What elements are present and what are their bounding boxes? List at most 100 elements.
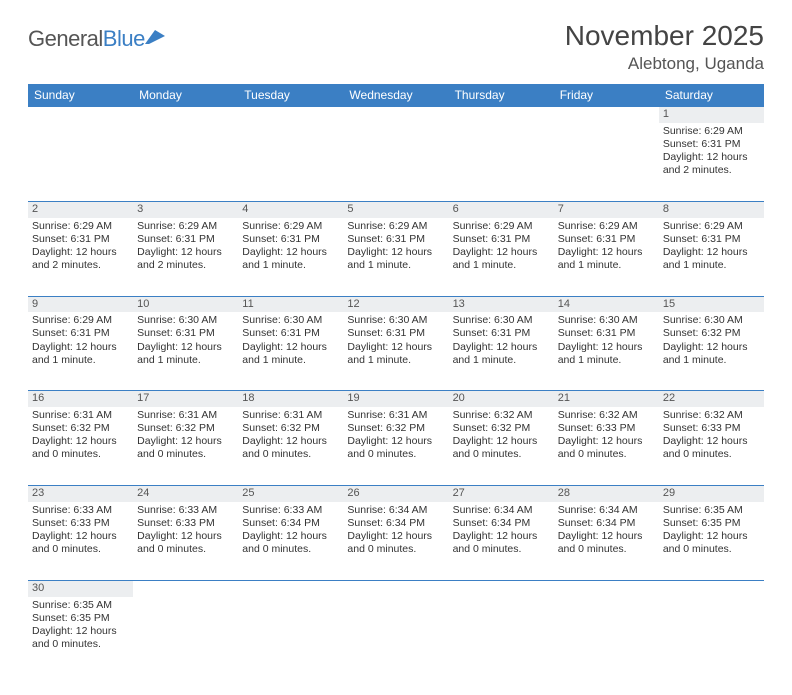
day-data: Sunrise: 6:29 AMSunset: 6:31 PMDaylight:…	[28, 312, 133, 371]
daynum-row: 9101112131415	[28, 296, 764, 313]
day-number: 8	[659, 201, 764, 218]
weekday-header: Saturday	[659, 84, 764, 106]
day-cell: Sunrise: 6:29 AMSunset: 6:31 PMDaylight:…	[343, 218, 448, 296]
day-data: Sunrise: 6:29 AMSunset: 6:31 PMDaylight:…	[554, 218, 659, 277]
day-number: 16	[28, 390, 133, 407]
day-cell: Sunrise: 6:30 AMSunset: 6:31 PMDaylight:…	[343, 312, 448, 390]
day-cell: Sunrise: 6:31 AMSunset: 6:32 PMDaylight:…	[238, 407, 343, 485]
week-row: Sunrise: 6:35 AMSunset: 6:35 PMDaylight:…	[28, 597, 764, 675]
calendar-table: SundayMondayTuesdayWednesdayThursdayFrid…	[28, 84, 764, 675]
day-data: Sunrise: 6:29 AMSunset: 6:31 PMDaylight:…	[28, 218, 133, 277]
day-cell: Sunrise: 6:30 AMSunset: 6:32 PMDaylight:…	[659, 312, 764, 390]
day-data: Sunrise: 6:29 AMSunset: 6:31 PMDaylight:…	[238, 218, 343, 277]
day-data: Sunrise: 6:33 AMSunset: 6:33 PMDaylight:…	[133, 502, 238, 561]
day-data: Sunrise: 6:33 AMSunset: 6:34 PMDaylight:…	[238, 502, 343, 561]
week-row: Sunrise: 6:29 AMSunset: 6:31 PMDaylight:…	[28, 123, 764, 201]
day-data: Sunrise: 6:35 AMSunset: 6:35 PMDaylight:…	[659, 502, 764, 561]
day-cell: Sunrise: 6:34 AMSunset: 6:34 PMDaylight:…	[554, 502, 659, 580]
day-cell: Sunrise: 6:34 AMSunset: 6:34 PMDaylight:…	[449, 502, 554, 580]
daynum-row: 1	[28, 106, 764, 123]
month-title: November 2025	[565, 20, 764, 52]
week-row: Sunrise: 6:29 AMSunset: 6:31 PMDaylight:…	[28, 312, 764, 390]
day-data: Sunrise: 6:29 AMSunset: 6:31 PMDaylight:…	[133, 218, 238, 277]
day-data: Sunrise: 6:30 AMSunset: 6:31 PMDaylight:…	[133, 312, 238, 371]
day-data: Sunrise: 6:29 AMSunset: 6:31 PMDaylight:…	[343, 218, 448, 277]
day-cell: Sunrise: 6:33 AMSunset: 6:33 PMDaylight:…	[133, 502, 238, 580]
week-row: Sunrise: 6:31 AMSunset: 6:32 PMDaylight:…	[28, 407, 764, 485]
empty-day	[449, 106, 554, 121]
day-data: Sunrise: 6:29 AMSunset: 6:31 PMDaylight:…	[659, 218, 764, 277]
day-data: Sunrise: 6:30 AMSunset: 6:31 PMDaylight:…	[238, 312, 343, 371]
daynum-row: 2345678	[28, 201, 764, 218]
empty-day	[554, 106, 659, 121]
day-number: 20	[449, 390, 554, 407]
day-data: Sunrise: 6:30 AMSunset: 6:31 PMDaylight:…	[554, 312, 659, 371]
weekday-header: Sunday	[28, 84, 133, 106]
day-cell	[238, 123, 343, 201]
day-data: Sunrise: 6:31 AMSunset: 6:32 PMDaylight:…	[133, 407, 238, 466]
day-data: Sunrise: 6:32 AMSunset: 6:33 PMDaylight:…	[659, 407, 764, 466]
day-number: 10	[133, 296, 238, 313]
day-cell: Sunrise: 6:31 AMSunset: 6:32 PMDaylight:…	[133, 407, 238, 485]
empty-day	[133, 580, 238, 597]
empty-day	[343, 580, 448, 597]
day-number: 14	[554, 296, 659, 313]
day-number: 18	[238, 390, 343, 407]
day-number: 21	[554, 390, 659, 407]
day-number: 7	[554, 201, 659, 218]
day-cell: Sunrise: 6:29 AMSunset: 6:31 PMDaylight:…	[554, 218, 659, 296]
week-row: Sunrise: 6:33 AMSunset: 6:33 PMDaylight:…	[28, 502, 764, 580]
flag-icon	[145, 30, 165, 44]
day-cell: Sunrise: 6:30 AMSunset: 6:31 PMDaylight:…	[238, 312, 343, 390]
day-number: 5	[343, 201, 448, 218]
weekday-header: Wednesday	[343, 84, 448, 106]
day-cell: Sunrise: 6:30 AMSunset: 6:31 PMDaylight:…	[133, 312, 238, 390]
day-cell	[449, 123, 554, 201]
day-data: Sunrise: 6:30 AMSunset: 6:31 PMDaylight:…	[449, 312, 554, 371]
day-data: Sunrise: 6:32 AMSunset: 6:33 PMDaylight:…	[554, 407, 659, 466]
day-cell: Sunrise: 6:29 AMSunset: 6:31 PMDaylight:…	[133, 218, 238, 296]
day-cell: Sunrise: 6:29 AMSunset: 6:31 PMDaylight:…	[28, 312, 133, 390]
day-number: 28	[554, 485, 659, 502]
calendar-body: 1Sunrise: 6:29 AMSunset: 6:31 PMDaylight…	[28, 106, 764, 675]
weekday-header: Tuesday	[238, 84, 343, 106]
day-number: 15	[659, 296, 764, 313]
day-cell	[343, 123, 448, 201]
title-block: November 2025 Alebtong, Uganda	[565, 20, 764, 74]
day-number: 17	[133, 390, 238, 407]
day-cell: Sunrise: 6:33 AMSunset: 6:34 PMDaylight:…	[238, 502, 343, 580]
day-cell: Sunrise: 6:32 AMSunset: 6:33 PMDaylight:…	[554, 407, 659, 485]
header: GeneralBlue November 2025 Alebtong, Ugan…	[28, 20, 764, 74]
day-data: Sunrise: 6:31 AMSunset: 6:32 PMDaylight:…	[28, 407, 133, 466]
day-cell	[133, 597, 238, 675]
empty-day	[133, 106, 238, 121]
empty-day	[238, 106, 343, 121]
empty-day	[554, 580, 659, 597]
day-cell: Sunrise: 6:31 AMSunset: 6:32 PMDaylight:…	[343, 407, 448, 485]
day-number: 23	[28, 485, 133, 502]
day-cell: Sunrise: 6:35 AMSunset: 6:35 PMDaylight:…	[659, 502, 764, 580]
day-data: Sunrise: 6:30 AMSunset: 6:31 PMDaylight:…	[343, 312, 448, 371]
empty-day	[28, 106, 133, 121]
day-number: 2	[28, 201, 133, 218]
day-data: Sunrise: 6:34 AMSunset: 6:34 PMDaylight:…	[343, 502, 448, 561]
day-number: 1	[659, 106, 764, 123]
empty-day	[449, 580, 554, 597]
day-cell: Sunrise: 6:29 AMSunset: 6:31 PMDaylight:…	[28, 218, 133, 296]
day-number: 6	[449, 201, 554, 218]
day-cell	[554, 597, 659, 675]
day-cell	[238, 597, 343, 675]
day-cell	[554, 123, 659, 201]
day-data: Sunrise: 6:31 AMSunset: 6:32 PMDaylight:…	[238, 407, 343, 466]
day-number: 29	[659, 485, 764, 502]
day-number: 24	[133, 485, 238, 502]
day-data: Sunrise: 6:31 AMSunset: 6:32 PMDaylight:…	[343, 407, 448, 466]
daynum-row: 23242526272829	[28, 485, 764, 502]
day-cell: Sunrise: 6:29 AMSunset: 6:31 PMDaylight:…	[238, 218, 343, 296]
day-number: 27	[449, 485, 554, 502]
brand-name-blue: Blue	[103, 26, 145, 51]
day-data: Sunrise: 6:29 AMSunset: 6:31 PMDaylight:…	[449, 218, 554, 277]
empty-day	[238, 580, 343, 597]
day-cell	[28, 123, 133, 201]
day-data: Sunrise: 6:34 AMSunset: 6:34 PMDaylight:…	[554, 502, 659, 561]
